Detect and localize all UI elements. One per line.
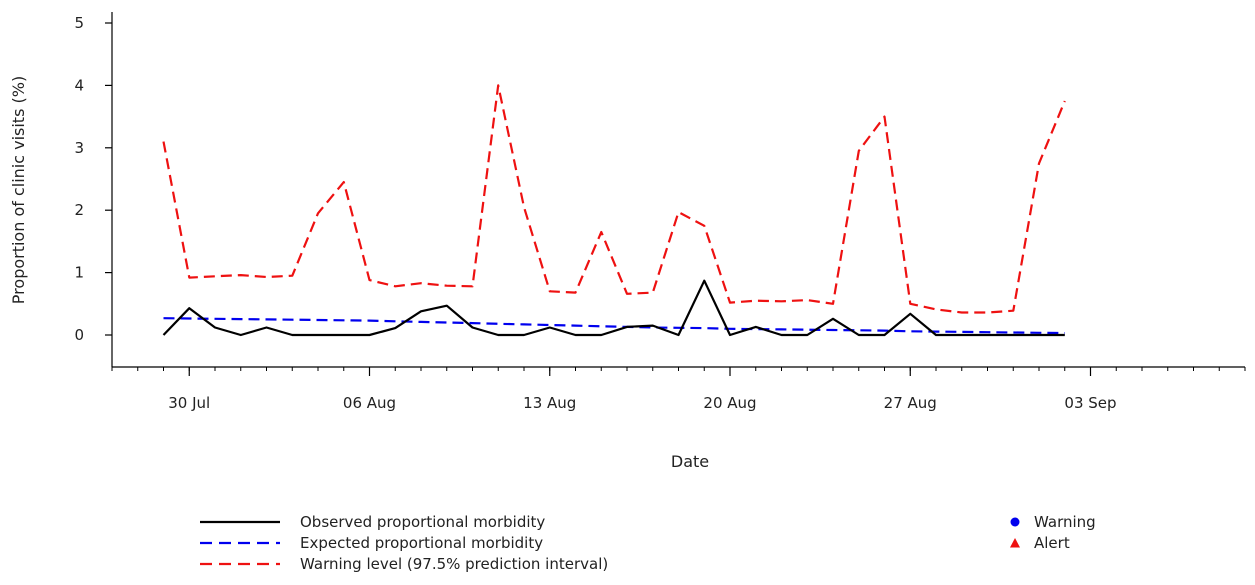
y-axis-title: Proportion of clinic visits (%): [9, 76, 28, 304]
legend-label: Warning: [1034, 513, 1096, 531]
legend-label: Warning level (97.5% prediction interval…: [300, 555, 608, 573]
x-tick-label: 20 Aug: [703, 394, 756, 412]
plot-area: [162, 84, 1066, 337]
alert-marker-icon: [1010, 538, 1020, 548]
legend-label: Expected proportional morbidity: [300, 534, 543, 552]
legend: Observed proportional morbidity Expected …: [200, 513, 1096, 573]
x-axis-title: Date: [671, 452, 709, 471]
y-tick-label: 5: [74, 14, 84, 32]
warning-level-series-line: [162, 84, 1066, 314]
x-tick-label: 13 Aug: [523, 394, 576, 412]
legend-label: Observed proportional morbidity: [300, 513, 545, 531]
x-axis: 30 Jul 06 Aug 13 Aug 20 Aug 27 Aug 03 Sep: [111, 366, 1246, 412]
y-tick-label: 0: [74, 326, 84, 344]
x-tick-label: 06 Aug: [343, 394, 396, 412]
y-tick-label: 2: [74, 201, 84, 219]
legend-label: Alert: [1034, 534, 1070, 552]
expected-series-line: [163, 317, 1065, 335]
legend-observed: Observed proportional morbidity: [200, 513, 545, 531]
warning-marker-icon: [1010, 517, 1020, 527]
legend-alert: Alert: [1010, 534, 1070, 552]
x-tick-label: 27 Aug: [884, 394, 937, 412]
x-tick-label: 03 Sep: [1064, 394, 1116, 412]
legend-warning-level: Warning level (97.5% prediction interval…: [200, 555, 608, 573]
legend-expected: Expected proportional morbidity: [200, 534, 543, 552]
x-tick-label: 30 Jul: [168, 394, 210, 412]
observed-series-line: [162, 279, 1065, 337]
y-tick-label: 3: [74, 139, 84, 157]
legend-warning: Warning: [1010, 513, 1096, 531]
y-tick-label: 1: [74, 264, 84, 282]
y-tick-label: 4: [74, 76, 84, 94]
y-axis: 0 1 2 3 4 5: [74, 12, 113, 367]
